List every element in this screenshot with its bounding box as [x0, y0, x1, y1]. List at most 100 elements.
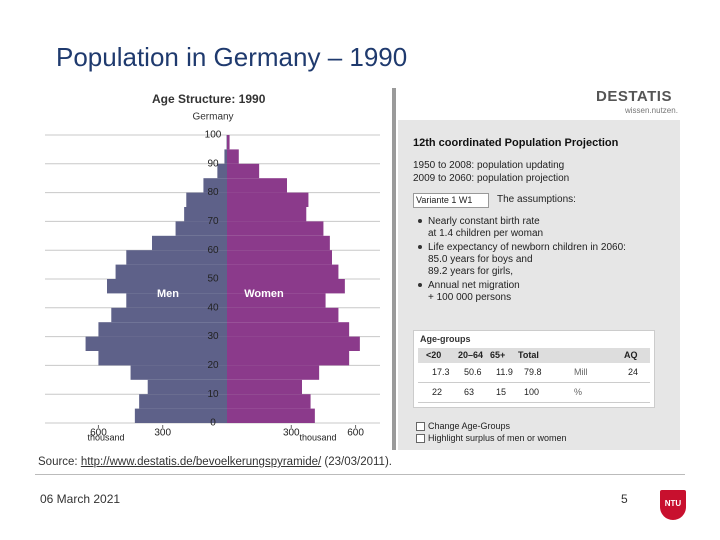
bar — [227, 394, 311, 409]
bullet — [418, 283, 422, 287]
bar — [227, 135, 230, 150]
x-axis-label: thousand — [299, 432, 336, 442]
source-label: Source: — [38, 456, 78, 468]
table-header: 20–64 — [458, 350, 484, 360]
bar — [227, 250, 332, 265]
bar — [227, 279, 345, 294]
rule — [35, 474, 685, 475]
bar — [203, 178, 227, 193]
bullet-text: 85.0 years for boys and — [428, 254, 533, 265]
checkbox[interactable] — [416, 434, 425, 443]
logo: NTU — [660, 490, 686, 520]
table-cell: 24 — [628, 367, 639, 377]
y-tick-label: 50 — [207, 274, 219, 285]
bullet — [418, 245, 422, 249]
x-tick-label: 300 — [154, 428, 171, 439]
y-tick-label: 70 — [207, 216, 219, 227]
bar — [152, 235, 227, 251]
y-tick-label: 10 — [207, 389, 219, 400]
source-link[interactable]: http://www.destatis.de/bevoelkerungspyra… — [80, 456, 322, 468]
bar — [227, 293, 326, 308]
bullet-text: 89.2 years for girls, — [428, 266, 514, 277]
bar — [98, 351, 227, 366]
bar — [227, 207, 307, 222]
bar — [224, 149, 227, 164]
y-tick-label: 100 — [205, 130, 222, 141]
y-tick-label: 60 — [207, 245, 219, 256]
table-header-bg — [418, 348, 650, 363]
table-cell: Mill — [574, 367, 588, 377]
table-title: Age-groups — [420, 334, 471, 344]
y-tick-label: 40 — [207, 302, 219, 313]
bar — [227, 192, 309, 207]
tagline: wissen.nutzen. — [625, 106, 678, 115]
bullet-text: Nearly constant birth rate — [428, 216, 540, 227]
bar — [227, 221, 324, 236]
bar — [227, 351, 350, 366]
bar — [85, 336, 227, 351]
bar — [227, 379, 302, 395]
bullet-text: at 1.4 children per woman — [428, 228, 544, 239]
bar — [130, 365, 227, 380]
bar — [126, 293, 227, 308]
divider — [392, 88, 396, 450]
y-tick-label: 30 — [207, 331, 219, 342]
table-header: AQ — [624, 350, 638, 360]
table-cell: 22 — [432, 387, 443, 397]
slide-title: Population in Germany – 1990 — [56, 42, 408, 72]
age-table: Age-groups <20 20–64 65+ Total AQ 17.3 50.6 11.… — [413, 330, 655, 408]
table-header: Total — [518, 350, 539, 360]
checkbox[interactable] — [416, 422, 425, 431]
source: Source: http://www.destatis.de/bevoelker… — [38, 456, 392, 468]
x-tick-label: 600 — [90, 428, 107, 439]
bar — [227, 178, 287, 193]
bar — [184, 207, 227, 222]
panel-line: 2009 to 2060: population projection — [413, 173, 570, 184]
bar — [186, 192, 227, 207]
panel-line: 1950 to 2008: population updating — [413, 160, 565, 171]
checkbox-label: Change Age-Groups — [428, 421, 511, 431]
bar — [217, 163, 227, 179]
bar — [227, 336, 360, 351]
bullet-text: Life expectancy of newborn children in 2… — [428, 242, 626, 253]
legend-label: Men — [157, 288, 179, 300]
table-header: 65+ — [490, 350, 506, 360]
bullet — [418, 219, 422, 223]
x-tick-label: 600 — [347, 428, 364, 439]
bar — [227, 322, 350, 337]
dropdown[interactable]: Variante 1 W1 — [413, 193, 489, 208]
bar — [227, 149, 239, 164]
table-cell: 50.6 — [464, 367, 482, 377]
source-date: (23/03/2011). — [324, 456, 392, 468]
bar — [134, 408, 227, 423]
bar — [111, 307, 227, 323]
x-tick-label: 300 — [283, 428, 300, 439]
bar — [115, 264, 227, 279]
bar — [227, 307, 339, 323]
bar — [98, 322, 227, 337]
table-row-line — [418, 382, 650, 383]
table-cell: 11.9 — [496, 367, 513, 377]
bar — [227, 235, 330, 251]
assumptions-label: The assumptions: — [497, 194, 576, 205]
y-tick-label: 90 — [207, 158, 219, 169]
bar — [175, 221, 227, 236]
y-tick-label: 20 — [207, 360, 219, 371]
table-cell: 17.3 — [432, 367, 450, 377]
bullet-text: Annual net migration — [428, 280, 520, 291]
panel-heading: 12th coordinated Population Projection — [413, 137, 619, 149]
table-header: <20 — [426, 350, 442, 360]
table-cell: % — [574, 387, 583, 397]
date: 06 March 2021 — [40, 492, 121, 506]
bar — [126, 250, 227, 265]
chart-title: Age Structure: 1990 — [152, 92, 266, 106]
table-cell: 100 — [524, 387, 540, 397]
bar — [227, 264, 339, 279]
bar — [107, 279, 227, 294]
bullet-text: + 100 000 persons — [428, 292, 512, 303]
bar — [139, 394, 227, 409]
bar — [147, 379, 227, 395]
bar — [227, 365, 320, 380]
